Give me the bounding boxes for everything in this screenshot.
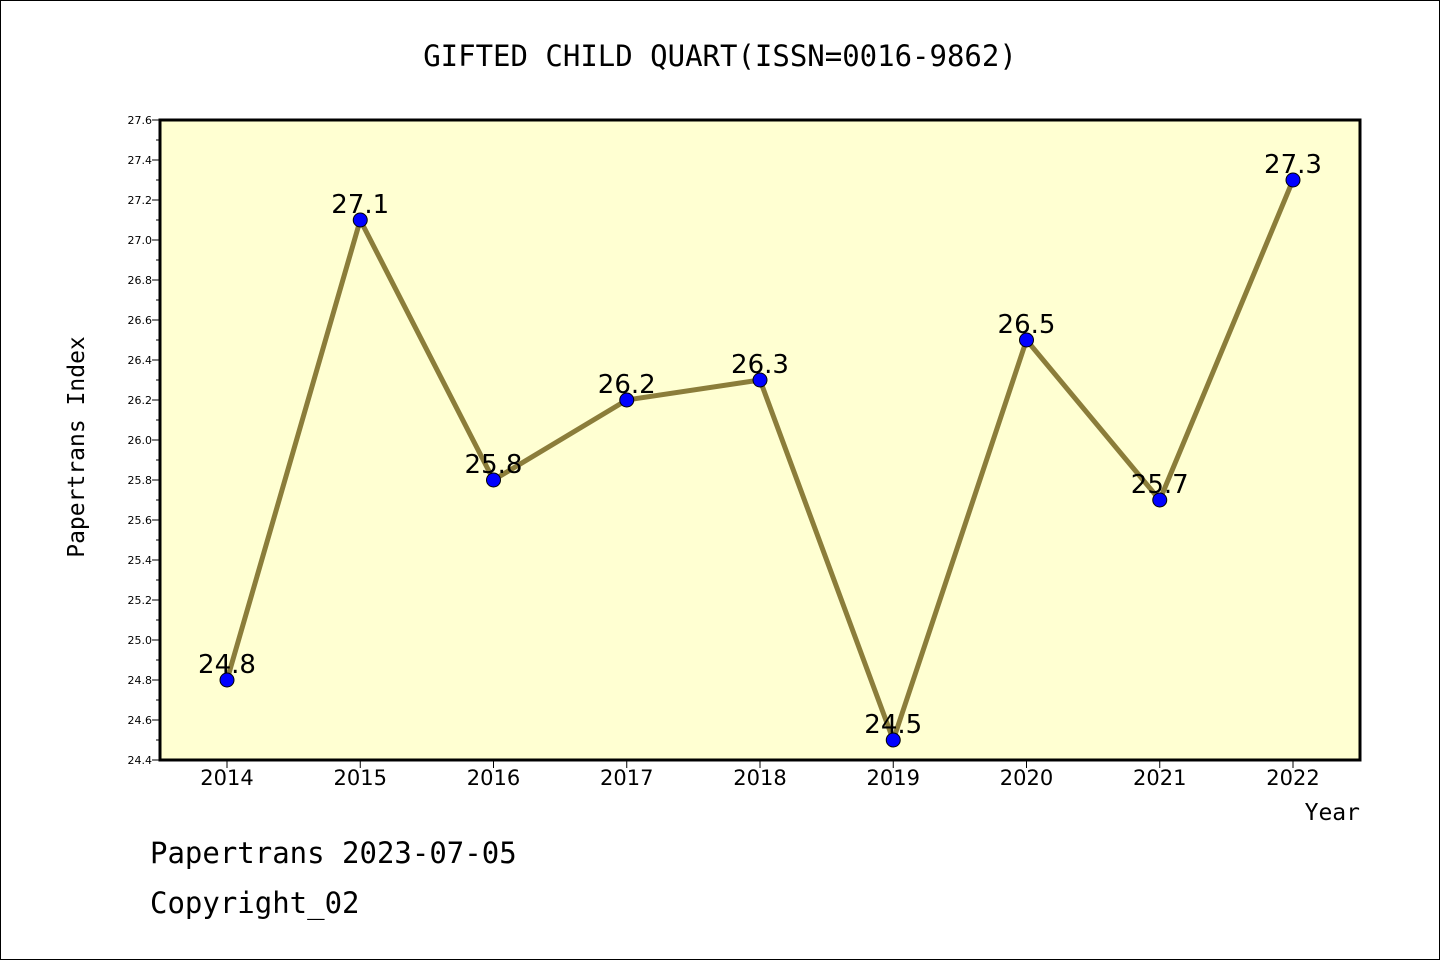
y-tick-label: 26.4 — [128, 354, 153, 367]
data-label: 24.5 — [864, 710, 922, 740]
y-tick-label: 27.0 — [128, 234, 153, 247]
y-tick-label: 25.6 — [128, 514, 153, 527]
x-tick-label: 2019 — [867, 766, 920, 790]
y-tick-label: 26.8 — [128, 274, 153, 287]
y-tick-label: 24.8 — [128, 674, 153, 687]
y-tick-label: 27.6 — [128, 114, 153, 127]
y-axis-label: Papertrans Index — [64, 336, 90, 558]
x-tick-label: 2021 — [1133, 766, 1186, 790]
data-point — [219, 672, 235, 688]
x-axis: 2014 2015 2016 2017 2018 2019 2020 2021 2022 — [200, 760, 1320, 790]
x-tick-label: 2016 — [467, 766, 520, 790]
data-labels: 24.8 27.1 25.8 26.2 26.3 24.5 26.5 25.7 27.3 — [198, 150, 1322, 740]
data-label: 27.3 — [1264, 150, 1322, 180]
x-tick-label: 2014 — [200, 766, 253, 790]
y-axis: 24.4 24.6 24.8 25.0 25.2 25.4 25.6 25.8 26.0 26.2… — [128, 114, 160, 767]
data-point — [1152, 492, 1168, 508]
data-point — [619, 392, 635, 408]
data-label: 27.1 — [331, 190, 389, 220]
data-point — [752, 372, 768, 388]
data-label: 25.7 — [1131, 470, 1189, 500]
data-point — [885, 732, 901, 748]
data-label: 26.3 — [731, 350, 789, 380]
y-tick-label: 24.4 — [128, 754, 153, 767]
y-tick-label: 25.0 — [128, 634, 153, 647]
y-tick-label: 27.4 — [128, 154, 153, 167]
data-point — [1019, 332, 1034, 348]
footer-copyright: Copyright_02 — [150, 886, 360, 921]
y-tick-label: 26.0 — [128, 434, 153, 447]
x-tick-label: 2020 — [1000, 766, 1053, 790]
y-tick-label: 25.2 — [128, 594, 153, 607]
x-tick-label: 2017 — [600, 766, 653, 790]
x-tick-label: 2018 — [733, 766, 786, 790]
x-tick-label: 2022 — [1266, 766, 1319, 790]
footer-date: Papertrans 2023-07-05 — [150, 836, 517, 870]
x-axis-label: Year — [1305, 800, 1360, 826]
data-point — [486, 472, 501, 488]
data-label: 26.2 — [598, 370, 656, 400]
plot-border — [158, 118, 1362, 762]
y-tick-label: 25.4 — [128, 554, 153, 567]
y-tick-label: 25.8 — [128, 474, 153, 487]
data-point — [1285, 172, 1301, 188]
data-label: 25.8 — [465, 450, 523, 480]
x-tick-label: 2015 — [334, 766, 387, 790]
data-point — [352, 212, 368, 228]
data-label: 26.5 — [998, 310, 1056, 340]
y-tick-label: 24.6 — [128, 714, 153, 727]
y-tick-label: 26.6 — [128, 314, 153, 327]
y-tick-label: 26.2 — [128, 394, 153, 407]
y-tick-label: 27.2 — [128, 194, 153, 207]
chart-title: GIFTED CHILD QUART(ISSN=0016-9862) — [423, 39, 1017, 73]
series-markers — [219, 172, 1301, 748]
data-label: 24.8 — [198, 650, 256, 680]
